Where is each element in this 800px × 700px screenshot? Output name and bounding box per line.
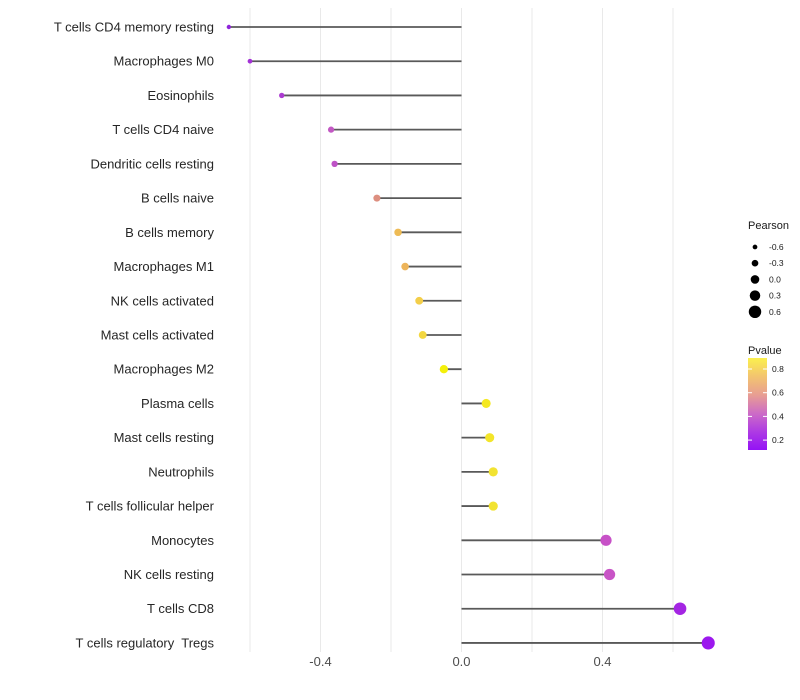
legend-size-dot xyxy=(748,305,762,319)
legend-size-label: 0.0 xyxy=(769,274,781,284)
data-point xyxy=(279,92,285,99)
category-label: B cells naive xyxy=(141,191,214,206)
table-row: Neutrophils xyxy=(148,464,498,479)
table-row: T cells CD4 memory resting xyxy=(54,20,462,35)
x-axis: -0.4 0.0 0.4 xyxy=(309,654,611,669)
pvalue-legend-title: Pvalue xyxy=(748,345,782,357)
table-row: Macrophages M1 xyxy=(114,259,462,274)
table-row: Eosinophils xyxy=(148,88,462,103)
data-point xyxy=(439,365,449,374)
category-label: T cells CD8 xyxy=(147,601,214,616)
category-label: Monocytes xyxy=(151,533,214,548)
category-label: Macrophages M2 xyxy=(114,362,214,377)
pvalue-tick-label: 0.6 xyxy=(772,388,784,398)
x-tick-label: -0.4 xyxy=(309,654,331,669)
category-label: Macrophages M0 xyxy=(114,54,214,69)
table-row: Macrophages M2 xyxy=(114,362,462,377)
data-point xyxy=(394,228,402,237)
data-point xyxy=(415,296,424,305)
data-point xyxy=(418,331,427,339)
data-point xyxy=(488,467,498,477)
pvalue-tick-label: 0.2 xyxy=(772,435,784,445)
category-label: T cells regulatory Tregs xyxy=(76,635,215,650)
table-row: T cells regulatory Tregs xyxy=(76,635,715,650)
gridlines xyxy=(249,8,674,652)
pvalue-tick-label: 0.8 xyxy=(772,364,784,374)
table-row: Monocytes xyxy=(151,533,612,548)
data-point xyxy=(401,262,409,271)
category-label: B cells memory xyxy=(125,225,214,240)
data-point xyxy=(603,568,616,581)
data-point xyxy=(481,398,491,408)
legend-size-label: 0.6 xyxy=(769,307,781,317)
x-tick-label: 0.0 xyxy=(452,654,470,669)
category-label: Mast cells resting xyxy=(114,430,214,445)
data-point xyxy=(247,58,253,64)
table-row: T cells CD8 xyxy=(147,601,687,616)
table-row: Mast cells resting xyxy=(114,430,495,445)
pvalue-ticks: 0.8 0.6 0.4 0.2 xyxy=(748,364,784,445)
legend-size-dot xyxy=(749,290,761,301)
data-point xyxy=(331,160,338,168)
table-row: B cells naive xyxy=(141,191,462,206)
data-point xyxy=(701,636,715,650)
data-point xyxy=(600,534,612,546)
category-label: Neutrophils xyxy=(148,464,214,479)
category-label: Mast cells activated xyxy=(101,327,214,342)
category-label: T cells CD4 naive xyxy=(112,122,214,137)
table-row: Macrophages M0 xyxy=(114,54,462,69)
legend-size-label: 0.3 xyxy=(769,291,781,301)
table-row: Dendritic cells resting xyxy=(90,156,462,171)
pearson-size-legend: Pearson -0.6 -0.3 0.0 0.3 0.6 xyxy=(748,220,789,319)
data-point xyxy=(485,433,495,443)
legend-size-label: -0.6 xyxy=(769,242,784,252)
table-row: Mast cells activated xyxy=(101,327,462,342)
category-label: Plasma cells xyxy=(141,396,214,411)
category-label: Eosinophils xyxy=(148,88,215,103)
table-row: T cells CD4 naive xyxy=(112,122,462,137)
pvalue-gradient-bar xyxy=(748,358,767,450)
legend-size-dot xyxy=(751,259,759,267)
x-tick-label: 0.4 xyxy=(593,654,611,669)
table-row: NK cells activated xyxy=(111,293,462,308)
category-label: NK cells resting xyxy=(124,567,214,582)
legend-size-label: -0.3 xyxy=(769,258,784,268)
legend-size-dot xyxy=(750,275,760,284)
data-point xyxy=(373,194,381,202)
category-label: Macrophages M1 xyxy=(114,259,214,274)
pvalue-color-legend: Pvalue 0.8 0.6 0.4 0.2 xyxy=(748,345,784,450)
data-rows: T cells CD4 memory resting Macrophages M0… xyxy=(54,20,715,650)
data-point xyxy=(673,602,687,616)
category-label: Dendritic cells resting xyxy=(90,156,214,171)
table-row: B cells memory xyxy=(125,225,462,240)
category-label: NK cells activated xyxy=(111,293,214,308)
table-row: T cells follicular helper xyxy=(86,499,498,514)
table-row: Plasma cells xyxy=(141,396,491,411)
pvalue-tick-label: 0.4 xyxy=(772,411,784,421)
category-label: T cells follicular helper xyxy=(86,499,215,514)
category-label: T cells CD4 memory resting xyxy=(54,20,214,35)
data-point xyxy=(488,501,498,511)
table-row: NK cells resting xyxy=(124,567,616,582)
data-point xyxy=(327,126,335,133)
legend-size-dot xyxy=(752,244,758,250)
pearson-legend-title: Pearson xyxy=(748,220,789,232)
data-point xyxy=(226,24,232,30)
